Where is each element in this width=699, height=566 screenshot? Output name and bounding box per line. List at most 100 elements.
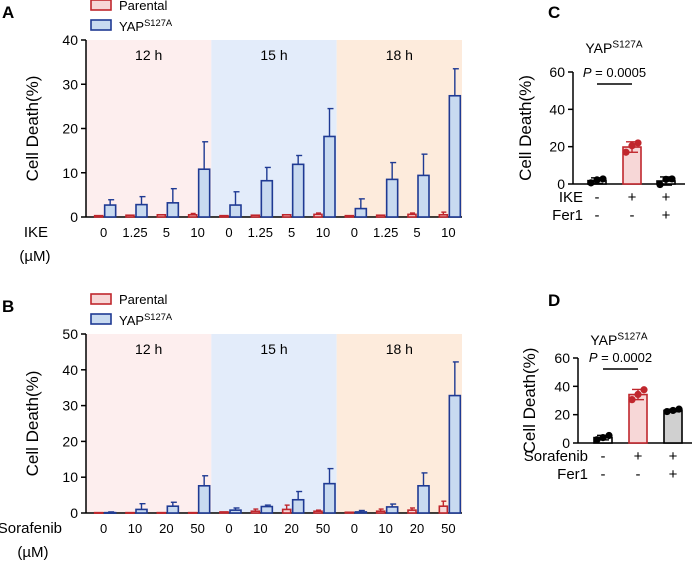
y-tick-label-D-40: 40	[554, 378, 570, 394]
row-label-D-1: Fer1	[557, 466, 588, 483]
summary-point-D-1-0	[628, 396, 636, 404]
summary-point-D-1-2	[634, 390, 642, 399]
summary-point-C-0-2	[593, 176, 601, 184]
x-tick-label-B-1-2: 20	[284, 521, 298, 536]
bar-parental-B-2-1	[375, 510, 386, 514]
y-tick-label-A-20: 20	[62, 121, 78, 137]
background-A-2	[336, 40, 462, 217]
y-tick-label-B-0: 0	[70, 505, 78, 521]
y-tick-label-A-30: 30	[62, 76, 78, 92]
background-B-1	[211, 334, 337, 513]
row-mark-C-0-1: +	[628, 189, 637, 206]
summary-point-D-2-1	[675, 405, 683, 413]
y-tick-label-B-30: 30	[62, 398, 78, 414]
summary-title-D: YAPS127A	[590, 331, 648, 348]
bar-parental-A-0-1	[125, 214, 135, 218]
x-tick-label-B-0-0: 0	[100, 521, 107, 536]
bar-parental-A-0-0	[93, 214, 104, 218]
summary-title-C: YAPS127A	[585, 39, 643, 56]
bar-parental-A-1-2	[281, 213, 292, 218]
row-mark-D-0-0: -	[601, 448, 606, 465]
y-tick-label-B-40: 40	[62, 362, 78, 378]
bar-parental-B-2-3	[438, 505, 449, 514]
bar-yap-A-1-1	[260, 179, 274, 218]
panel-label-C: C	[548, 3, 560, 22]
x-tick-label-A-0-2: 5	[163, 225, 170, 240]
bar-parental-A-1-0	[219, 214, 229, 218]
x-tick-label-A-0-3: 10	[190, 225, 204, 240]
bar-parental-A-0-3	[187, 213, 198, 218]
x-axis-unit-B: (µM)	[17, 544, 48, 561]
row-mark-C-1-0: -	[595, 207, 600, 224]
x-axis-label-B: Sorafenib	[0, 520, 62, 537]
x-tick-label-A-2-1: 1.25	[373, 225, 398, 240]
x-tick-label-A-2-3: 10	[441, 225, 455, 240]
bar-parental-A-2-3	[438, 213, 449, 218]
bar-yap-B-2-2	[417, 484, 430, 514]
bar-parental-A-1-1	[250, 214, 261, 218]
bar-yap-A-2-1	[385, 178, 399, 218]
x-tick-label-B-2-0: 0	[351, 521, 358, 536]
bar-yap-A-2-3	[448, 94, 462, 218]
x-axis-unit-A: (µM)	[19, 248, 50, 265]
bar-parental-B-0-1	[125, 511, 135, 514]
y-tick-label-D-60: 60	[554, 350, 570, 366]
legend-swatch-yap-A	[90, 19, 112, 31]
x-tick-label-B-0-1: 10	[128, 521, 142, 536]
bar-parental-A-0-2	[156, 213, 167, 218]
row-label-C-0: IKE	[559, 189, 583, 206]
x-tick-label-A-2-2: 5	[413, 225, 420, 240]
x-tick-label-A-1-2: 5	[288, 225, 295, 240]
x-tick-label-B-2-1: 10	[378, 521, 392, 536]
background-B-2	[336, 334, 462, 513]
row-mark-D-1-1: -	[636, 466, 641, 483]
p-value-C: P = 0.0005	[583, 65, 646, 80]
background-A-0	[86, 40, 212, 217]
row-mark-C-0-2: +	[662, 189, 671, 206]
row-label-D-0: Sorafenib	[524, 448, 588, 465]
x-tick-label-B-2-2: 20	[410, 521, 424, 536]
x-tick-label-B-0-2: 20	[159, 521, 173, 536]
background-B-0	[86, 334, 212, 513]
row-mark-D-1-2: +	[669, 466, 678, 483]
legend-swatch-yap-B	[90, 313, 112, 325]
y-tick-label-D-20: 20	[554, 407, 570, 423]
summary-point-C-2-0	[656, 180, 664, 189]
panel-label-D: D	[548, 291, 560, 310]
x-tick-label-B-1-3: 50	[316, 521, 330, 536]
group-label-B-2: 18 h	[386, 341, 413, 357]
y-tick-label-A-0: 0	[70, 209, 78, 225]
bar-yap-B-0-2	[166, 505, 180, 514]
x-tick-label-B-2-3: 50	[441, 521, 455, 536]
bar-yap-B-1-2	[291, 498, 305, 514]
group-label-A-1: 15 h	[260, 47, 287, 63]
bar-parental-B-1-2	[281, 508, 292, 514]
summary-point-C-1-0	[622, 148, 630, 156]
summary-point-D-1-1	[640, 386, 648, 394]
legend-label-yap-B: YAPS127A	[119, 312, 173, 328]
legend-label-yap-A: YAPS127A	[119, 18, 173, 34]
row-mark-C-1-1: -	[630, 207, 635, 224]
y-tick-label-B-20: 20	[62, 433, 78, 449]
row-label-C-1: Fer1	[552, 207, 583, 224]
legend-swatch-parental-B	[90, 293, 112, 305]
x-tick-label-A-0-0: 0	[100, 225, 107, 240]
bar-yap-B-1-1	[260, 505, 274, 514]
panel-label-A: A	[2, 3, 14, 22]
summary-point-D-0-1	[605, 431, 613, 440]
summary-point-C-1-2	[628, 142, 636, 150]
panel-label-B: B	[2, 297, 14, 316]
summary-point-C-0-0	[587, 179, 595, 187]
background-A-1	[211, 40, 337, 217]
bar-yap-B-1-0	[229, 509, 242, 514]
x-axis-label-A: IKE	[24, 224, 48, 241]
x-tick-label-B-1-0: 0	[225, 521, 232, 536]
y-tick-label-B-10: 10	[62, 469, 78, 485]
bar-parental-A-2-0	[344, 214, 355, 218]
row-mark-D-1-0: -	[601, 466, 606, 483]
bar-parental-B-1-3	[313, 510, 323, 514]
y-tick-label-C-20: 20	[549, 139, 565, 155]
bar-parental-B-0-0	[93, 511, 104, 514]
bar-yap-B-2-0	[354, 511, 368, 514]
